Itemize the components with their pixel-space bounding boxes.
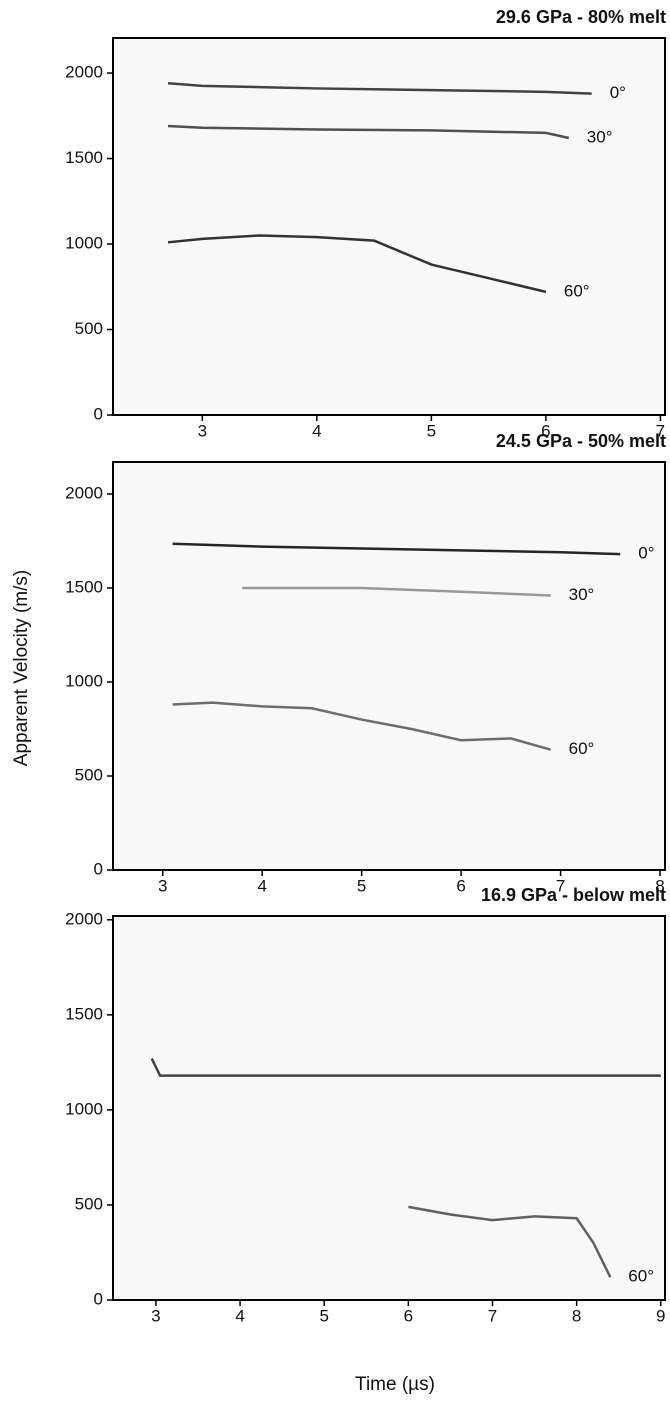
y-tick-label: 1500	[65, 577, 103, 596]
y-tick-label: 1000	[65, 671, 103, 690]
velocity-trace	[172, 701, 551, 751]
velocity-trace	[150, 1058, 661, 1077]
panel-title: 29.6 GPa - 80% melt	[496, 7, 666, 27]
y-tick-label: 2000	[65, 909, 103, 928]
y-tick-label: 500	[75, 765, 103, 784]
x-tick-label: 8	[572, 1306, 581, 1325]
trace-label: 60°	[569, 739, 595, 758]
panel-title: 16.9 GPa - below melt	[481, 885, 666, 905]
y-tick-label: 0	[94, 1289, 103, 1308]
x-tick-label: 7	[556, 876, 565, 895]
trace-label: 0°	[610, 83, 626, 102]
x-tick-label: 6	[404, 1306, 413, 1325]
panel-title: 24.5 GPa - 50% melt	[496, 431, 666, 451]
trace-label: 60°	[628, 1267, 654, 1286]
y-tick-label: 1000	[65, 1099, 103, 1118]
x-tick-label: 7	[656, 421, 665, 440]
velocity-trace	[167, 82, 592, 95]
y-tick-label: 0	[94, 859, 103, 878]
trace-label: 30°	[587, 128, 613, 147]
x-tick-label: 6	[456, 876, 465, 895]
x-tick-label: 5	[357, 876, 366, 895]
x-tick-label: 6	[541, 421, 550, 440]
x-tick-label: 4	[312, 421, 321, 440]
x-tick-label: 7	[488, 1306, 497, 1325]
x-tick-label: 4	[257, 876, 266, 895]
y-tick-label: 500	[75, 319, 103, 338]
velocity-trace	[167, 234, 547, 294]
plot-area	[112, 461, 666, 871]
trace-label: 60°	[564, 281, 590, 300]
trace-label: 0°	[638, 544, 654, 563]
y-tick-label: 2000	[65, 63, 103, 82]
x-tick-label: 4	[235, 1306, 244, 1325]
x-tick-label: 5	[427, 421, 436, 440]
velocity-trace	[408, 1205, 612, 1278]
trace-label: 30°	[569, 585, 595, 604]
y-tick-label: 2000	[65, 483, 103, 502]
x-tick-label: 3	[151, 1306, 160, 1325]
plot-area	[112, 37, 666, 416]
plot-area	[112, 915, 666, 1301]
x-tick-label: 3	[158, 876, 167, 895]
x-tick-label: 5	[319, 1306, 328, 1325]
x-tick-label: 3	[198, 421, 207, 440]
x-tick-label: 9	[656, 1306, 665, 1325]
velocity-trace	[242, 586, 551, 597]
velocity-trace	[167, 124, 570, 140]
x-axis-label: Time (µs)	[355, 1374, 435, 1395]
y-tick-label: 1000	[65, 234, 103, 253]
y-axis-label: Apparent Velocity (m/s)	[11, 570, 32, 766]
y-tick-label: 1500	[65, 1004, 103, 1023]
y-tick-label: 0	[94, 404, 103, 423]
y-tick-label: 500	[75, 1194, 103, 1213]
velocity-trace	[172, 542, 621, 556]
x-tick-label: 8	[655, 876, 664, 895]
y-tick-label: 1500	[65, 148, 103, 167]
